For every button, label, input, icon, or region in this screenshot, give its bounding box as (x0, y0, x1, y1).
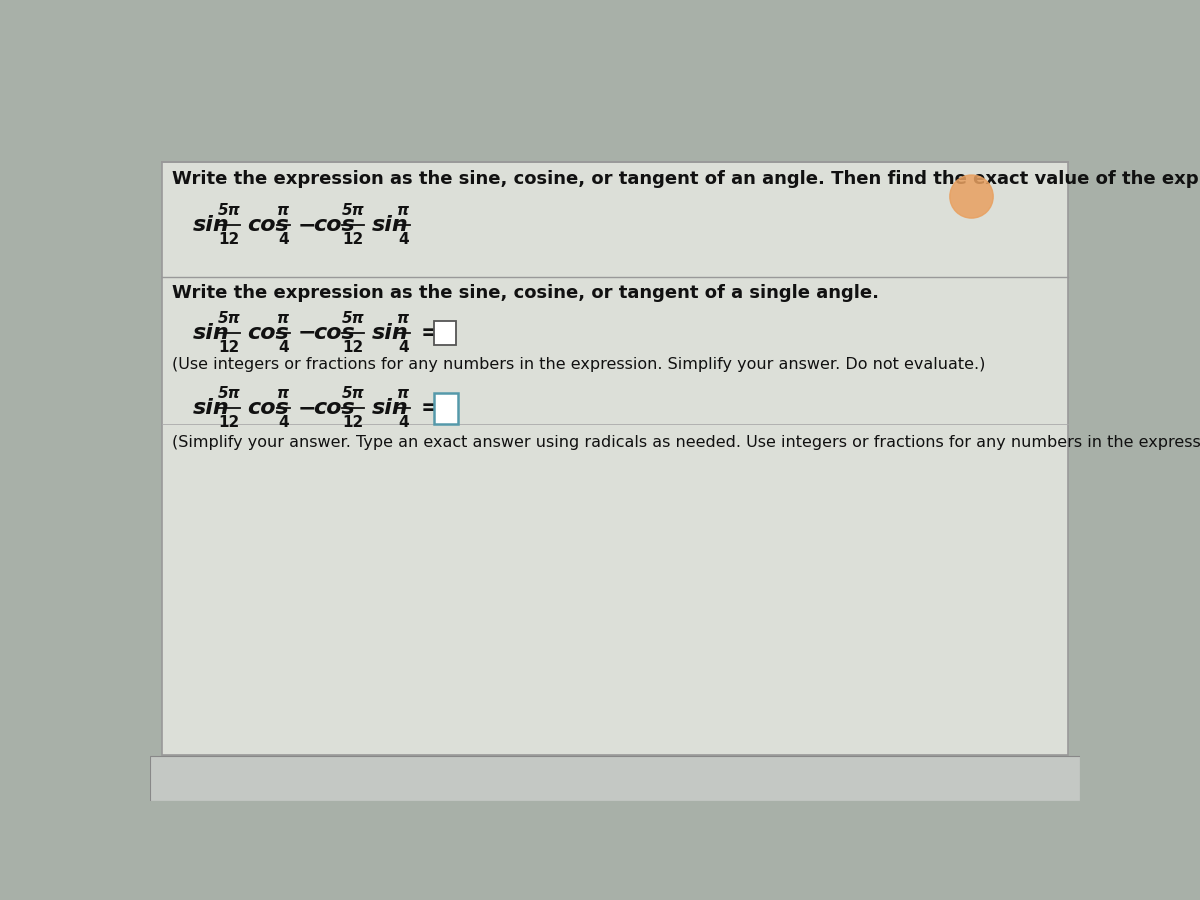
Text: π: π (397, 386, 409, 401)
Text: 12: 12 (342, 232, 364, 247)
Bar (434, 320, 456, 346)
Text: cos: cos (313, 215, 354, 235)
Text: 4: 4 (398, 340, 409, 355)
Text: sin: sin (193, 215, 229, 235)
Text: 5π: 5π (342, 310, 365, 326)
Circle shape (950, 175, 994, 218)
Text: 5π: 5π (217, 310, 240, 326)
Text: sin: sin (372, 323, 408, 343)
Bar (434, 393, 457, 424)
Text: 5π: 5π (217, 386, 240, 401)
Text: π: π (277, 203, 289, 218)
Text: −: − (298, 399, 316, 418)
Text: Write the expression as the sine, cosine, or tangent of an angle. Then find the : Write the expression as the sine, cosine… (172, 169, 1200, 187)
Text: 12: 12 (342, 415, 364, 430)
Text: =: = (420, 399, 439, 418)
Text: 12: 12 (218, 232, 240, 247)
Text: 12: 12 (342, 340, 364, 355)
Text: cos: cos (247, 399, 289, 418)
Text: cos: cos (313, 323, 354, 343)
Text: π: π (277, 310, 289, 326)
Text: 4: 4 (398, 415, 409, 430)
Text: sin: sin (193, 323, 229, 343)
Text: π: π (397, 310, 409, 326)
Text: 4: 4 (278, 232, 289, 247)
Text: 5π: 5π (217, 203, 240, 218)
Bar (150, 756, 1080, 801)
Text: 5π: 5π (342, 386, 365, 401)
Text: 5π: 5π (342, 203, 365, 218)
Bar (162, 162, 1068, 755)
Text: sin: sin (193, 399, 229, 418)
Text: cos: cos (247, 323, 289, 343)
Text: sin: sin (372, 215, 408, 235)
Text: (Simplify your answer. Type an exact answer using radicals as needed. Use intege: (Simplify your answer. Type an exact ans… (172, 436, 1200, 450)
Text: π: π (397, 203, 409, 218)
Text: cos: cos (313, 399, 354, 418)
Text: π: π (277, 386, 289, 401)
Text: 4: 4 (278, 340, 289, 355)
Text: (Use integers or fractions for any numbers in the expression. Simplify your answ: (Use integers or fractions for any numbe… (172, 356, 985, 372)
Text: 4: 4 (278, 415, 289, 430)
Text: cos: cos (247, 215, 289, 235)
Text: =: = (420, 323, 439, 343)
Text: sin: sin (372, 399, 408, 418)
Text: 4: 4 (398, 232, 409, 247)
Text: −: − (298, 215, 316, 235)
Text: 12: 12 (218, 415, 240, 430)
Text: −: − (298, 323, 316, 343)
Text: 12: 12 (218, 340, 240, 355)
Text: Write the expression as the sine, cosine, or tangent of a single angle.: Write the expression as the sine, cosine… (172, 284, 878, 302)
